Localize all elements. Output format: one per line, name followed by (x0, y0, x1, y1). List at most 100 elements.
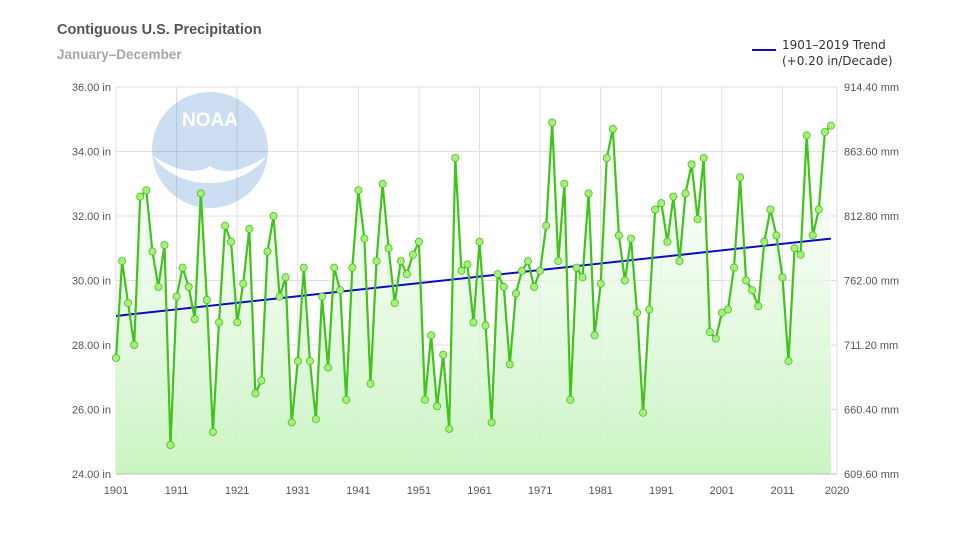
data-point[interactable] (493, 270, 502, 279)
data-point[interactable] (481, 321, 490, 330)
data-point[interactable] (742, 276, 751, 285)
data-point[interactable] (645, 305, 654, 314)
data-point[interactable] (118, 257, 127, 266)
data-point[interactable] (554, 257, 563, 266)
data-point[interactable] (814, 205, 823, 214)
data-point[interactable] (112, 353, 121, 362)
data-point[interactable] (693, 215, 702, 224)
data-point[interactable] (796, 250, 805, 259)
data-point[interactable] (396, 257, 405, 266)
data-point[interactable] (560, 179, 569, 188)
data-point[interactable] (620, 276, 629, 285)
data-point[interactable] (566, 395, 575, 404)
data-point[interactable] (427, 331, 436, 340)
data-point[interactable] (208, 428, 217, 437)
data-point[interactable] (790, 244, 799, 253)
data-point[interactable] (572, 263, 581, 272)
data-point[interactable] (293, 357, 302, 366)
data-point[interactable] (505, 360, 514, 369)
data-point[interactable] (263, 247, 272, 256)
data-point[interactable] (445, 424, 454, 433)
data-point[interactable] (457, 266, 466, 275)
data-point[interactable] (366, 379, 375, 388)
data-point[interactable] (584, 189, 593, 198)
data-point[interactable] (548, 118, 557, 127)
data-point[interactable] (136, 192, 145, 201)
data-point[interactable] (178, 263, 187, 272)
data-point[interactable] (245, 224, 254, 233)
data-point[interactable] (633, 308, 642, 317)
data-point[interactable] (699, 153, 708, 162)
data-point[interactable] (336, 286, 345, 295)
data-point[interactable] (202, 295, 211, 304)
data-point[interactable] (384, 244, 393, 253)
data-point[interactable] (317, 292, 326, 301)
data-point[interactable] (536, 266, 545, 275)
data-point[interactable] (354, 186, 363, 195)
data-point[interactable] (669, 192, 678, 201)
data-point[interactable] (766, 205, 775, 214)
data-point[interactable] (281, 273, 290, 282)
data-point[interactable] (542, 221, 551, 230)
data-point[interactable] (342, 395, 351, 404)
data-point[interactable] (530, 282, 539, 291)
data-point[interactable] (675, 257, 684, 266)
data-point[interactable] (475, 237, 484, 246)
data-point[interactable] (469, 318, 478, 327)
data-point[interactable] (233, 318, 242, 327)
data-point[interactable] (590, 331, 599, 340)
data-point[interactable] (717, 308, 726, 317)
data-point[interactable] (439, 350, 448, 359)
data-point[interactable] (124, 299, 133, 308)
data-point[interactable] (214, 318, 223, 327)
data-point[interactable] (487, 418, 496, 427)
data-point[interactable] (257, 376, 266, 385)
data-point[interactable] (730, 263, 739, 272)
data-point[interactable] (663, 237, 672, 246)
data-point[interactable] (221, 221, 230, 230)
data-point[interactable] (784, 357, 793, 366)
data-point[interactable] (711, 334, 720, 343)
data-point[interactable] (754, 302, 763, 311)
data-point[interactable] (299, 263, 308, 272)
data-point[interactable] (433, 402, 442, 411)
data-point[interactable] (330, 263, 339, 272)
data-point[interactable] (463, 260, 472, 269)
data-point[interactable] (251, 389, 260, 398)
data-point[interactable] (657, 199, 666, 208)
data-point[interactable] (451, 153, 460, 162)
data-point[interactable] (305, 357, 314, 366)
data-point[interactable] (723, 305, 732, 314)
data-point[interactable] (760, 237, 769, 246)
data-point[interactable] (736, 173, 745, 182)
data-point[interactable] (324, 363, 333, 372)
data-point[interactable] (681, 189, 690, 198)
data-point[interactable] (372, 257, 381, 266)
data-point[interactable] (402, 270, 411, 279)
data-point[interactable] (826, 121, 835, 130)
data-point[interactable] (190, 315, 199, 324)
data-point[interactable] (639, 408, 648, 417)
data-point[interactable] (651, 205, 660, 214)
data-point[interactable] (196, 189, 205, 198)
data-point[interactable] (160, 240, 169, 249)
data-point[interactable] (820, 128, 829, 137)
data-point[interactable] (596, 279, 605, 288)
data-point[interactable] (227, 237, 236, 246)
data-point[interactable] (517, 266, 526, 275)
data-point[interactable] (287, 418, 296, 427)
data-point[interactable] (275, 292, 284, 301)
data-point[interactable] (142, 186, 151, 195)
data-point[interactable] (408, 250, 417, 259)
data-point[interactable] (808, 231, 817, 240)
data-point[interactable] (390, 299, 399, 308)
data-point[interactable] (184, 282, 193, 291)
data-point[interactable] (148, 247, 157, 256)
data-point[interactable] (687, 160, 696, 169)
data-point[interactable] (608, 124, 617, 133)
data-point[interactable] (130, 340, 139, 349)
data-point[interactable] (378, 179, 387, 188)
data-point[interactable] (154, 282, 163, 291)
data-point[interactable] (578, 273, 587, 282)
data-point[interactable] (511, 289, 520, 298)
